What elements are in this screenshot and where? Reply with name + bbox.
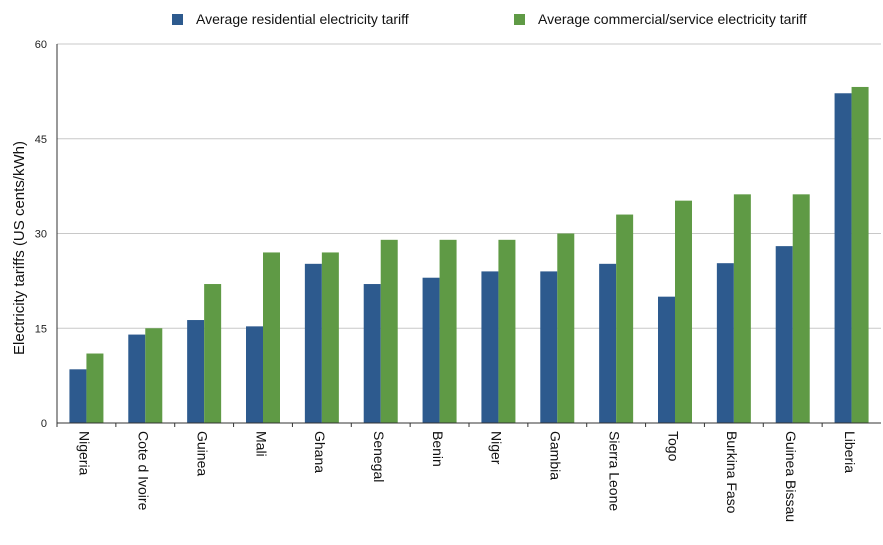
- bar-commercial-sierra-leone: [616, 214, 634, 423]
- x-tick-label: Burkina Faso: [724, 431, 740, 514]
- x-tick-label: Sierra Leone: [606, 431, 622, 511]
- legend-swatch: [514, 14, 525, 25]
- x-tick-label: Mali: [253, 431, 269, 457]
- x-tick-label: Togo: [665, 431, 681, 462]
- bar-commercial-mali: [263, 252, 280, 423]
- gridlines: [57, 43, 881, 329]
- bar-residential-liberia: [834, 93, 852, 424]
- bar-commercial-guinea-bissau: [792, 194, 810, 423]
- x-tick-label: Ghana: [312, 431, 328, 473]
- bar-residential-sierra-leone: [599, 263, 617, 423]
- legend: Average residential electricity tariff Av…: [172, 11, 807, 27]
- bar-residential-burkina-faso: [716, 263, 734, 423]
- bar-commercial-cote-d-ivoire: [145, 328, 163, 423]
- x-tick-label: Guinea: [194, 431, 210, 476]
- bar-residential-niger: [481, 271, 499, 423]
- bar-commercial-benin: [439, 239, 457, 423]
- y-tick-label: 30: [35, 229, 47, 241]
- y-tick-label: 45: [35, 134, 47, 146]
- x-tick-label: Benin: [430, 431, 446, 467]
- bar-residential-mali: [246, 326, 263, 423]
- bar-residential-togo: [658, 296, 675, 423]
- y-tick-label: 15: [35, 323, 47, 335]
- x-tick-label: Senegal: [371, 431, 387, 482]
- bar-commercial-nigeria: [86, 353, 104, 423]
- bar-residential-benin: [422, 277, 440, 423]
- legend-label: Average residential electricity tariff: [196, 11, 409, 27]
- legend-label: Average commercial/service electricity t…: [538, 11, 807, 27]
- bars: [69, 86, 869, 424]
- axes: [56, 44, 881, 427]
- bar-commercial-senegal: [380, 239, 398, 423]
- legend-swatch: [172, 14, 183, 25]
- x-tick-label: Nigeria: [77, 431, 93, 476]
- bar-commercial-ghana: [321, 252, 339, 423]
- bar-commercial-niger: [498, 239, 516, 423]
- bar-residential-gambia: [540, 271, 558, 423]
- x-tick-label: Guinea Bissau: [783, 431, 799, 522]
- bar-residential-senegal: [363, 284, 381, 423]
- bar-residential-nigeria: [69, 369, 87, 423]
- x-tick-label: Niger: [489, 431, 505, 465]
- y-tick-label: 60: [35, 39, 47, 51]
- bar-commercial-guinea: [204, 284, 222, 423]
- x-tick-label: Cote d Ivoire: [136, 431, 152, 511]
- y-tick-label: 0: [41, 418, 47, 430]
- y-axis-label: Electricity tariffs (US cents/kWh): [11, 141, 28, 355]
- bar-residential-ghana: [304, 263, 322, 423]
- bar-commercial-gambia: [557, 233, 575, 423]
- bar-commercial-liberia: [851, 86, 869, 423]
- bar-residential-cote-d-ivoire: [128, 334, 146, 423]
- bar-residential-guinea-bissau: [775, 246, 793, 423]
- bar-commercial-burkina-faso: [733, 194, 751, 423]
- x-tick-label: Gambia: [548, 431, 564, 480]
- x-tick-label: Liberia: [842, 431, 858, 473]
- y-tick-labels: 0 15 30 45 60: [35, 39, 47, 430]
- x-tick-labels: Nigeria Cote d Ivoire Guinea Mali Ghana Seneg…: [77, 431, 858, 522]
- bar-commercial-togo: [675, 200, 692, 423]
- bar-residential-guinea: [187, 320, 205, 423]
